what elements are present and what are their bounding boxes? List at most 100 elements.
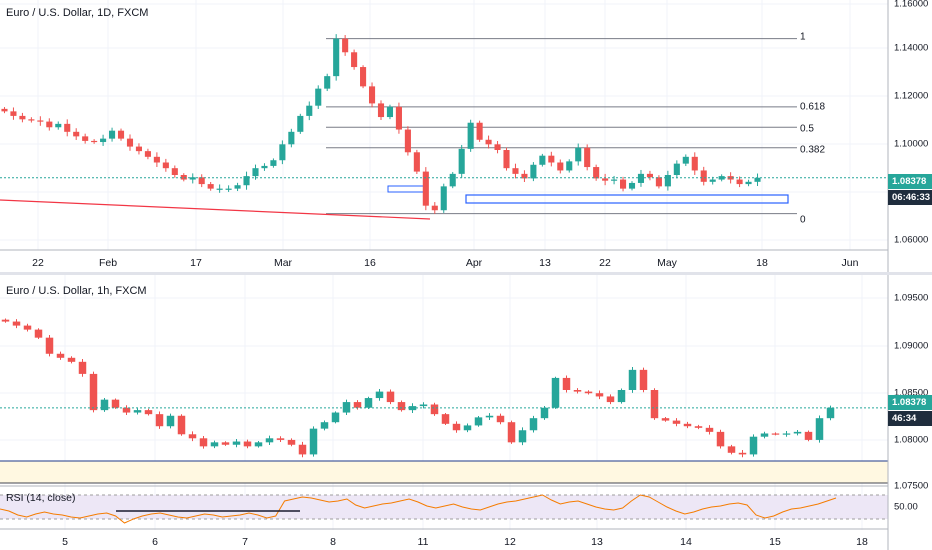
candle-body — [100, 138, 107, 143]
time-tick: 16 — [364, 257, 376, 269]
candle-body — [440, 186, 447, 211]
rsi-band — [0, 495, 888, 519]
candle-body — [422, 171, 429, 206]
candle-body — [377, 103, 385, 118]
candle-body — [494, 144, 501, 150]
hourly-candlestick-chart[interactable] — [0, 275, 932, 550]
candle-body — [749, 436, 758, 455]
candle-body — [306, 105, 313, 116]
hourly-chart-pane[interactable]: Euro / U.S. Dollar, 1h, FXCM 1.09500 1.0… — [0, 275, 932, 550]
candle-body — [760, 433, 769, 437]
daily-candlestick-chart[interactable] — [0, 0, 932, 272]
candle-body — [540, 407, 549, 419]
candle-body — [232, 441, 241, 445]
candle-body — [199, 438, 208, 447]
candle-body — [431, 205, 438, 211]
candle-body — [518, 430, 527, 443]
rsi-value-axis[interactable]: 50.00 — [888, 489, 932, 529]
annotation-box — [387, 185, 429, 193]
daily-pane-title: Euro / U.S. Dollar, 1D, FXCM — [6, 7, 149, 19]
candle-body — [10, 111, 17, 116]
time-tick: 22 — [32, 257, 44, 269]
price-tick: 1.06000 — [894, 234, 929, 246]
candle-body — [126, 138, 134, 147]
candle-body — [117, 130, 125, 139]
candle-body — [521, 173, 528, 179]
candle-body — [287, 439, 296, 445]
rsi-pane-title: RSI (14, close) — [6, 492, 76, 504]
candle-body — [584, 147, 591, 168]
candle-body — [485, 139, 492, 145]
candle-body — [37, 120, 44, 122]
candle-body — [155, 414, 164, 427]
time-tick: 6 — [152, 536, 158, 548]
hourly-price-axis[interactable]: 1.09500 1.09000 1.08500 1.08000 1.07500 — [888, 275, 932, 492]
candle-body — [716, 431, 725, 447]
candle-body — [507, 422, 516, 443]
time-tick: 15 — [769, 536, 781, 548]
hourly-pane-title: Euro / U.S. Dollar, 1h, FXCM — [6, 285, 147, 297]
time-tick: 18 — [756, 257, 768, 269]
price-tick: 1.10000 — [894, 138, 929, 150]
candle-body — [351, 52, 358, 68]
candle-body — [650, 390, 659, 419]
daily-chart-pane[interactable]: Euro / U.S. Dollar, 1D, FXCM 1.16000 1.1… — [0, 0, 932, 272]
candle-body — [575, 147, 582, 162]
candle-body — [496, 415, 505, 423]
candle-body — [782, 433, 791, 435]
time-tick: 13 — [539, 257, 551, 269]
candle-body — [573, 390, 582, 392]
candle-body — [171, 168, 178, 175]
candle-body — [225, 188, 232, 190]
candle-body — [111, 399, 120, 408]
time-tick: Jun — [841, 257, 859, 269]
candle-body — [189, 177, 196, 180]
candle-body — [628, 182, 636, 189]
price-tick: 1.12000 — [894, 90, 929, 102]
candle-body — [23, 325, 32, 330]
candle-body — [276, 438, 285, 440]
price-tick: 1.07500 — [894, 480, 929, 492]
candle-body — [619, 179, 627, 189]
candle-body — [736, 179, 743, 185]
candle-body — [19, 115, 26, 120]
time-tick: Feb — [98, 257, 118, 269]
candle-body — [133, 410, 142, 413]
candle-body — [12, 321, 21, 326]
candle-body — [419, 404, 428, 407]
fib-label-05: 0.5 — [800, 123, 814, 135]
candle-body — [122, 407, 131, 413]
candle-body — [324, 76, 331, 89]
candle-body — [82, 136, 89, 141]
candle-body — [754, 177, 761, 182]
candle-body — [771, 433, 780, 435]
rsi-line — [0, 494, 837, 524]
candle-body — [56, 353, 65, 358]
time-tick: 22 — [599, 257, 611, 269]
daily-price-axis[interactable]: 1.16000 1.14000 1.12000 1.10000 1.06000 — [888, 0, 932, 250]
candle-body — [815, 418, 824, 440]
candle-body — [804, 431, 813, 440]
candle-body — [309, 428, 318, 455]
candle-body — [166, 415, 175, 427]
pane-divider[interactable] — [0, 272, 932, 275]
candle-body — [566, 161, 573, 171]
candle-body — [333, 38, 340, 77]
candle-body — [177, 415, 186, 435]
candle-body — [315, 88, 322, 106]
candle-body — [727, 176, 734, 180]
candle-body — [46, 121, 53, 128]
candle-body — [252, 168, 259, 177]
candle-body — [745, 181, 752, 185]
candle-body — [109, 130, 116, 139]
candle-body — [89, 373, 98, 411]
candle-body — [503, 150, 510, 169]
candle-body — [738, 452, 747, 455]
candle-body — [691, 156, 698, 171]
candle-body — [682, 156, 689, 164]
candle-body — [826, 407, 835, 419]
candle-body — [683, 423, 692, 427]
candle-body — [297, 115, 304, 132]
candle-body — [135, 146, 143, 152]
candle-body — [593, 167, 600, 179]
